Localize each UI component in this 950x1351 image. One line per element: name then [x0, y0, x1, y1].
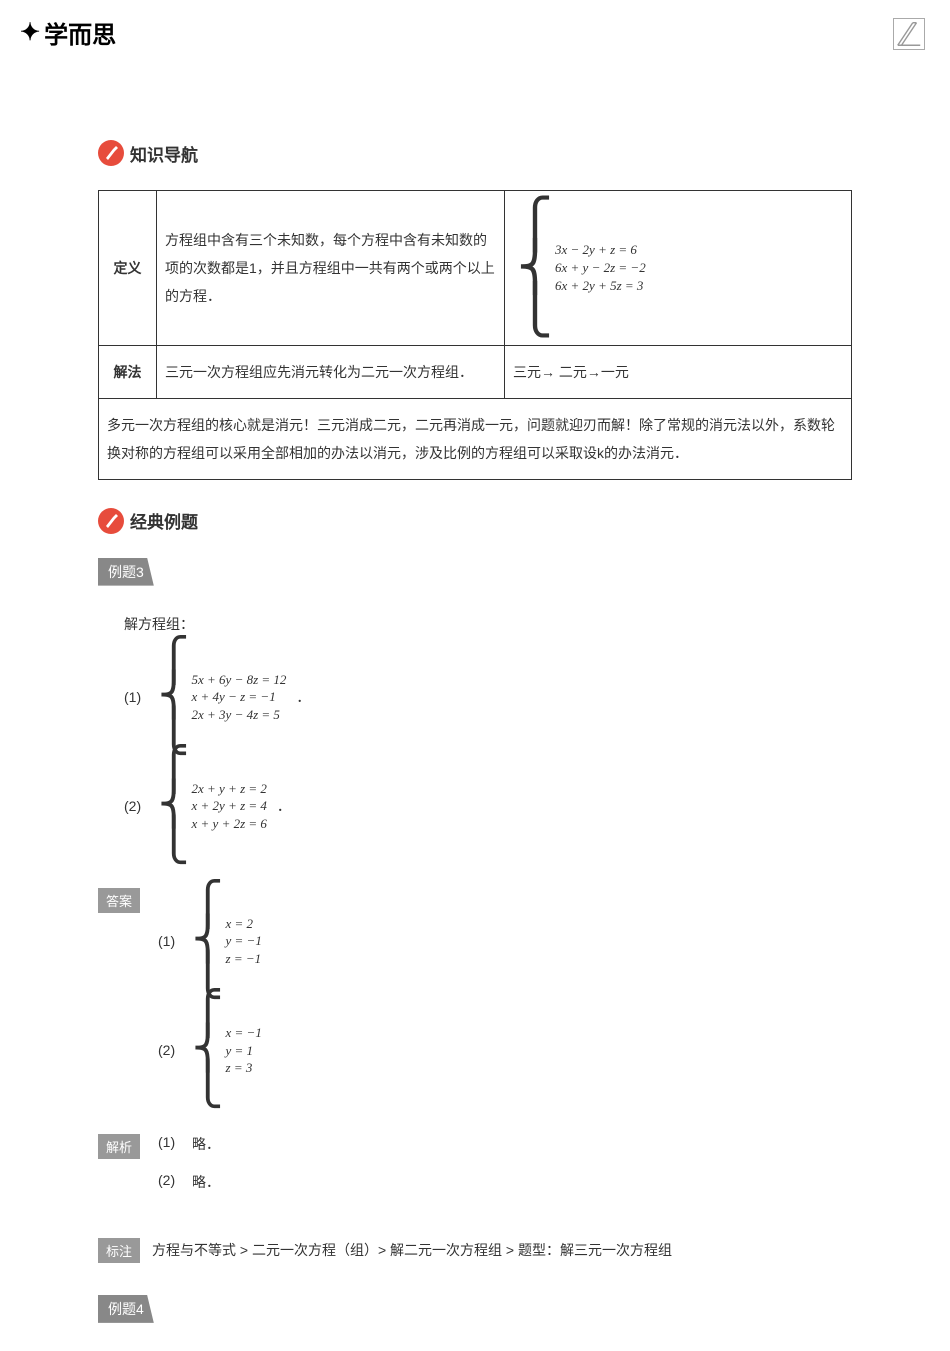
note-text: 方程与不等式 > 二元一次方程（组）> 解二元一次方程组 > 题型：解三元一次方…	[152, 1240, 672, 1260]
eq-line: x = 2	[226, 915, 262, 933]
solution-text: 略．	[192, 1172, 220, 1192]
answer-number: (2)	[158, 1042, 184, 1058]
eq-line: 6x + 2y + 5z = 3	[555, 277, 646, 295]
brand-logo: ✦ 学而思	[20, 15, 930, 50]
solution-number: (2)	[158, 1172, 184, 1192]
example-3-tag: 例题3	[98, 558, 154, 586]
eq-line: x + 4y − z = −1	[192, 688, 287, 706]
telescope-icon	[98, 508, 124, 534]
knowledge-table: 定义 方程组中含有三个未知数，每个方程中含有未知数的项的次数都是1，并且方程组中…	[98, 190, 852, 480]
definition-desc: 方程组中含有三个未知数，每个方程中含有未知数的项的次数都是1，并且方程组中一共有…	[157, 191, 505, 346]
note-tag: 标注	[98, 1238, 140, 1263]
eq-line: 3x − 2y + z = 6	[555, 241, 646, 259]
answer-number: (1)	[158, 933, 184, 949]
eq-line: z = −1	[226, 950, 262, 968]
eq-line: x = −1	[226, 1024, 262, 1042]
eq-line: x + 2y + z = 4	[192, 797, 267, 815]
solution-number: (1)	[158, 1134, 184, 1154]
logo-icon: ✦	[20, 18, 40, 47]
telescope-icon	[98, 140, 124, 166]
solution-tag: 解析	[98, 1134, 140, 1159]
definition-example: ⎧⎨⎩ 3x − 2y + z = 6 6x + y − 2z = −2 6x …	[505, 191, 852, 346]
knowledge-nav-badge: 知识导航	[98, 140, 852, 166]
problem-number: (1)	[124, 689, 150, 705]
method-example: 三元→ 二元→一元	[505, 345, 852, 398]
classic-examples-badge: 经典例题	[98, 508, 852, 534]
eq-line: y = −1	[226, 932, 262, 950]
eq-line: 2x + 3y − 4z = 5	[192, 706, 287, 724]
eq-line: 5x + 6y − 8z = 12	[192, 671, 287, 689]
method-label: 解法	[99, 345, 157, 398]
period: ．	[296, 687, 310, 707]
logo-text: 学而思	[44, 15, 116, 50]
answer-tag: 答案	[98, 888, 140, 913]
section-title: 经典例题	[130, 508, 198, 533]
eq-line: z = 3	[226, 1059, 262, 1077]
period: ．	[277, 796, 291, 816]
eq-line: y = 1	[226, 1042, 262, 1060]
eq-line: 6x + y − 2z = −2	[555, 259, 646, 277]
page-corner-icon	[893, 18, 925, 50]
problem-title: 解方程组：	[124, 614, 852, 634]
method-desc: 三元一次方程组应先消元转化为二元一次方程组．	[157, 345, 505, 398]
knowledge-summary: 多元一次方程组的核心就是消元！三元消成二元，二元再消成一元，问题就迎刃而解！除了…	[99, 398, 852, 479]
definition-label: 定义	[99, 191, 157, 346]
solution-text: 略．	[192, 1134, 220, 1154]
example-4-tag: 例题4	[98, 1295, 154, 1323]
eq-line: x + y + 2z = 6	[192, 815, 267, 833]
problem-number: (2)	[124, 798, 150, 814]
section-title: 知识导航	[130, 141, 198, 166]
eq-line: 2x + y + z = 2	[192, 780, 267, 798]
